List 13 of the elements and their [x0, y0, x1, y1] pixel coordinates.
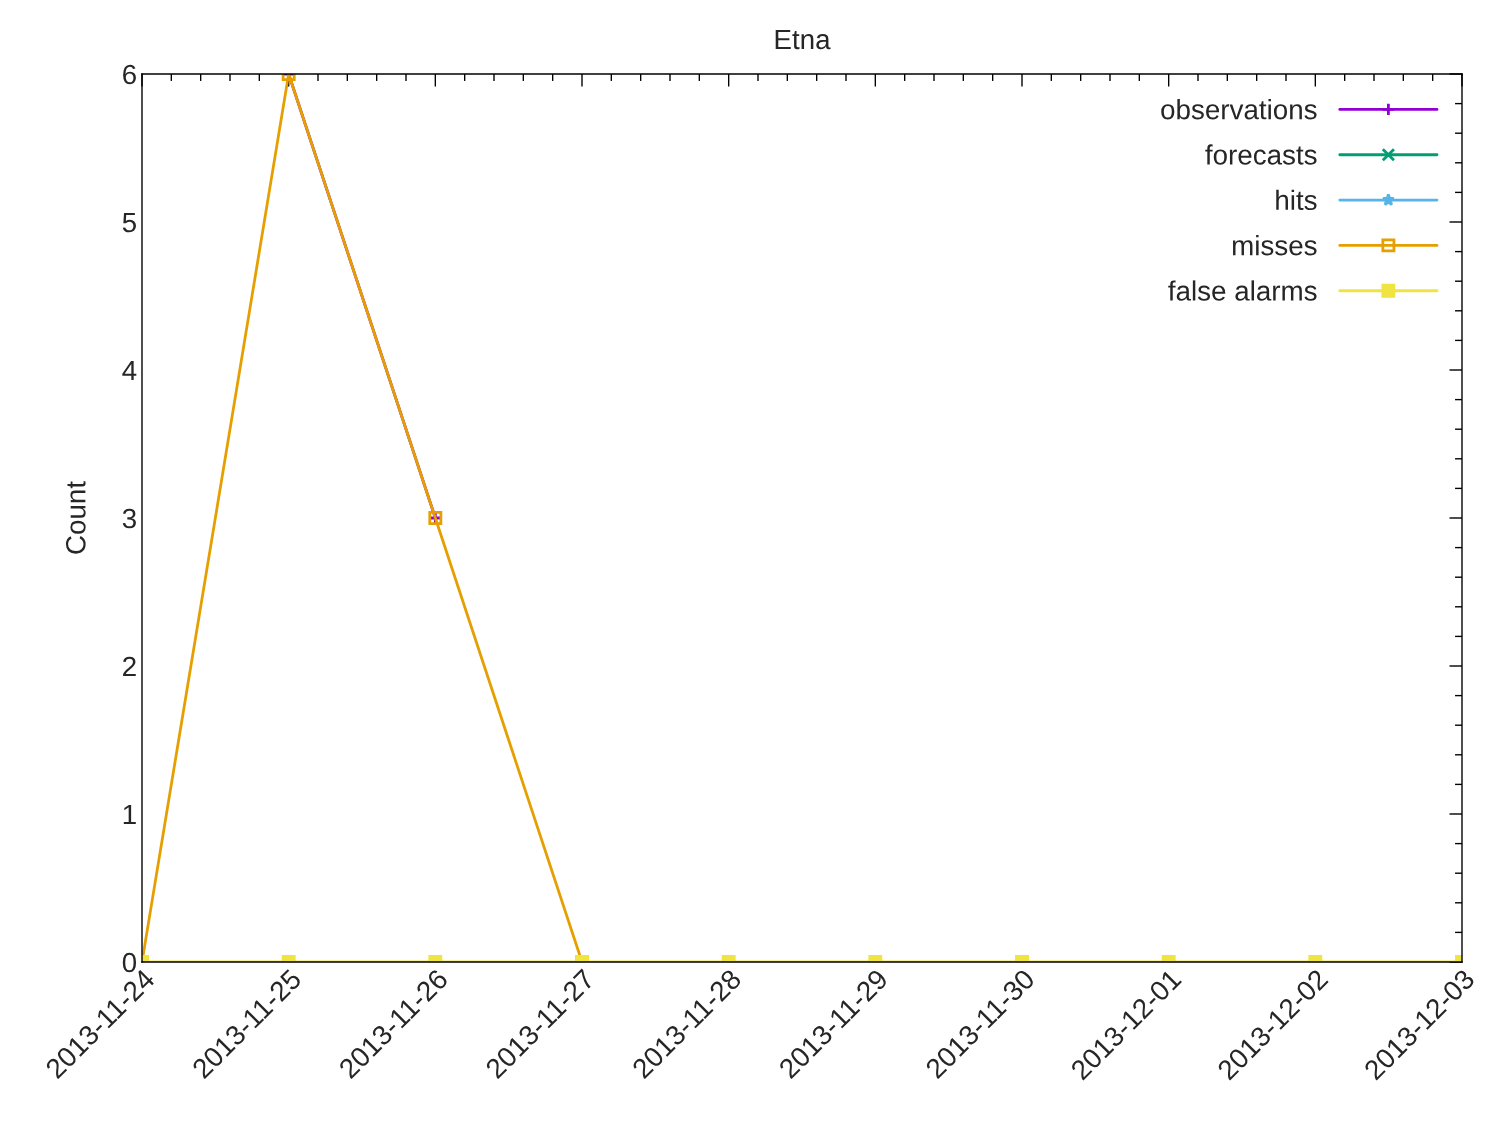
chart-title: Etna	[775, 29, 831, 50]
y-tick-label: 1	[123, 804, 136, 825]
y-axis-title: Count	[65, 481, 86, 554]
legend-label: hits	[1276, 189, 1317, 211]
legend-label: false alarms	[1168, 280, 1317, 301]
y-tick-label: 5	[122, 212, 136, 233]
legend-label: forecasts	[1205, 144, 1317, 165]
y-tick-label: 4	[122, 360, 137, 381]
y-tick-label: 6	[123, 64, 136, 85]
legend-label: observations	[1161, 99, 1317, 120]
legend-label: misses	[1232, 235, 1317, 256]
y-tick-label: 2	[123, 656, 136, 677]
y-tick-label: 3	[122, 508, 136, 529]
